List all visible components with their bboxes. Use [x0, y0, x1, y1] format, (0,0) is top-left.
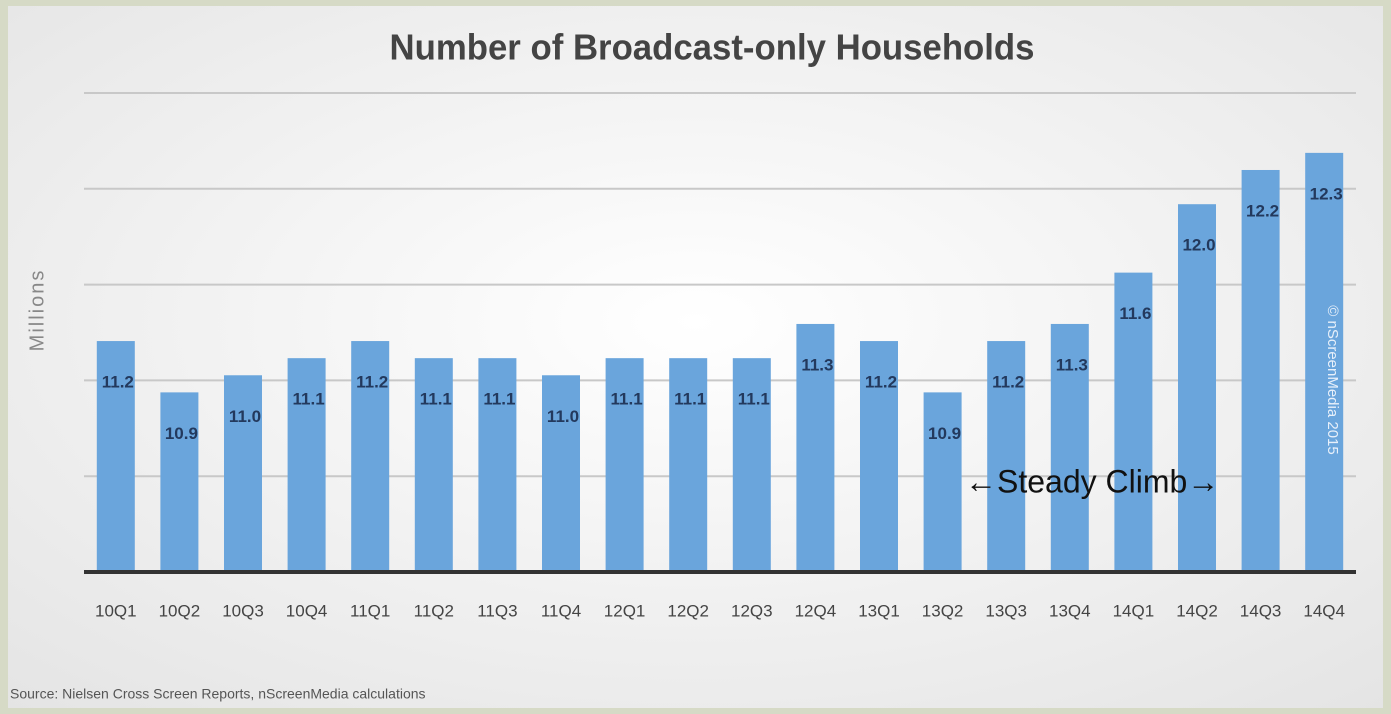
plot-background	[8, 6, 1383, 708]
bar	[1050, 323, 1089, 572]
bar	[1114, 272, 1153, 572]
data-label: 11.1	[293, 390, 325, 409]
x-tick-label: 13Q1	[858, 601, 900, 620]
bar	[796, 323, 835, 572]
x-tick-label: 10Q2	[159, 601, 201, 620]
x-tick-label: 12Q1	[604, 601, 646, 620]
data-label: 10.9	[165, 424, 198, 443]
data-label: 11.2	[992, 373, 1024, 392]
x-tick-label: 14Q4	[1303, 601, 1345, 620]
bar	[860, 341, 898, 572]
y-axis-label: Millions	[26, 269, 48, 352]
data-label: 11.2	[865, 373, 897, 392]
bar	[287, 358, 326, 572]
data-label: 11.0	[547, 407, 579, 426]
bar	[605, 358, 644, 572]
watermark: © nScreenMedia 2015	[1324, 305, 1341, 454]
data-label: 11.1	[611, 390, 643, 409]
source: Source: Nielsen Cross Screen Reports, nS…	[10, 686, 426, 702]
data-label: 11.3	[801, 355, 833, 374]
x-tick-label: 10Q4	[286, 601, 328, 620]
data-label: 11.1	[420, 390, 452, 409]
x-tick-label: 12Q2	[667, 601, 709, 620]
x-tick-label: 11Q3	[477, 601, 517, 620]
data-label: 11.2	[356, 373, 388, 392]
data-label: 11.6	[1119, 304, 1151, 323]
x-tick-label: 11Q2	[414, 601, 454, 620]
x-tick-label: 13Q3	[985, 601, 1027, 620]
chart-title: Number of Broadcast-only Households	[390, 27, 1035, 68]
bar	[1178, 204, 1216, 573]
bar	[478, 358, 517, 572]
x-tick-label: 13Q2	[922, 601, 964, 620]
bar	[542, 375, 580, 572]
x-tick-label: 11Q4	[541, 601, 581, 620]
data-label: 11.2	[102, 373, 134, 392]
data-label: 11.0	[229, 407, 261, 426]
bar	[923, 392, 962, 572]
x-tick-label: 11Q1	[350, 601, 390, 620]
data-label: 12.0	[1182, 236, 1215, 255]
bar	[1241, 169, 1280, 572]
x-tick-label: 12Q3	[731, 601, 773, 620]
annotation: ←Steady Climb→	[965, 463, 1219, 499]
x-tick-label: 13Q4	[1049, 601, 1091, 620]
bar	[987, 341, 1026, 572]
x-tick-label: 14Q3	[1240, 601, 1282, 620]
x-tick-label: 12Q4	[795, 601, 837, 620]
bar	[1305, 152, 1344, 572]
bar	[732, 358, 771, 572]
data-label: 12.3	[1310, 184, 1343, 203]
bar	[351, 341, 390, 572]
x-tick-label: 14Q1	[1113, 601, 1155, 620]
x-tick-label: 14Q2	[1176, 601, 1218, 620]
bar	[224, 375, 262, 572]
data-label: 11.1	[483, 390, 515, 409]
data-label: 11.3	[1056, 355, 1088, 374]
data-label: 10.9	[928, 424, 961, 443]
x-tick-label: 10Q3	[222, 601, 264, 620]
bar	[669, 358, 708, 572]
data-label: 11.1	[674, 390, 706, 409]
data-label: 11.1	[738, 390, 770, 409]
bar	[160, 392, 199, 572]
bar	[96, 341, 135, 572]
bar	[414, 358, 453, 572]
data-label: 12.2	[1246, 201, 1279, 220]
x-tick-label: 10Q1	[95, 601, 137, 620]
